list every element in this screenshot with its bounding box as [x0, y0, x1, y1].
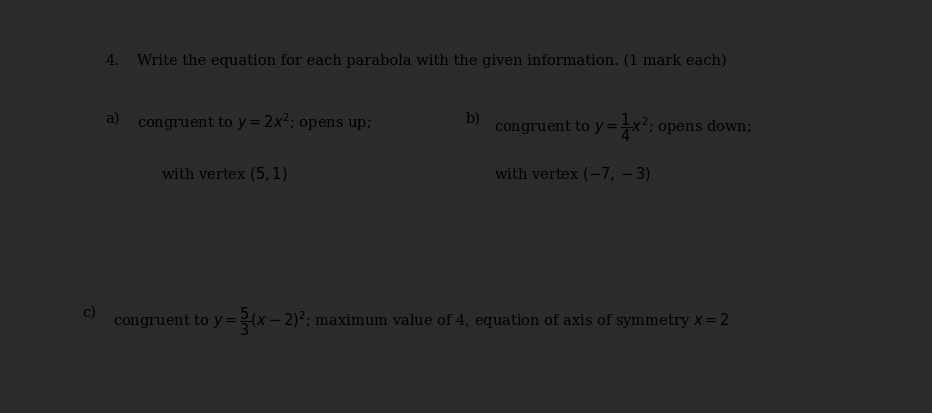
Text: b): b)	[466, 112, 481, 126]
Text: congruent to $y=\dfrac{5}{3}\left(x-2\right)^2$; maximum value of 4, equation of: congruent to $y=\dfrac{5}{3}\left(x-2\ri…	[114, 306, 730, 338]
Text: c): c)	[82, 306, 96, 320]
Text: congruent to $y=\dfrac{1}{4}x^2$; opens down;: congruent to $y=\dfrac{1}{4}x^2$; opens …	[494, 112, 751, 144]
Text: Write the equation for each parabola with the given information. (1 mark each): Write the equation for each parabola wit…	[137, 54, 727, 68]
Text: a): a)	[105, 112, 120, 126]
Text: with vertex $\left(5,1\right)$: with vertex $\left(5,1\right)$	[161, 165, 288, 183]
Text: congruent to $y=2x^2$; opens up;: congruent to $y=2x^2$; opens up;	[137, 112, 372, 133]
Text: with vertex $\left(-7,-3\right)$: with vertex $\left(-7,-3\right)$	[494, 165, 651, 183]
Text: 4.: 4.	[105, 54, 119, 68]
